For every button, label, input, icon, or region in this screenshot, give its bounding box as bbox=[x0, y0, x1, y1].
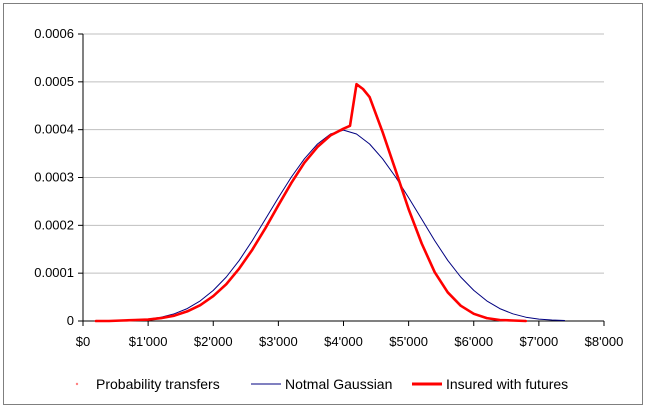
y-tick-label: 0.0001 bbox=[34, 265, 74, 280]
gridlines bbox=[83, 33, 604, 274]
x-tick-label: $3'000 bbox=[259, 334, 298, 349]
legend-key-1 bbox=[75, 382, 79, 386]
y-tick-label: 0.0003 bbox=[34, 170, 74, 185]
x-tick-label: $2'000 bbox=[194, 334, 233, 349]
series-layer bbox=[94, 82, 565, 323]
x-tick-label: $5'000 bbox=[389, 334, 428, 349]
y-tick-label: 0.0004 bbox=[34, 122, 74, 137]
y-tick-label: 0.0005 bbox=[34, 74, 74, 89]
y-tick-label: 0.0006 bbox=[34, 26, 74, 41]
y-tick-label: 0 bbox=[67, 313, 74, 328]
chart-frame bbox=[3, 3, 643, 405]
legend: Probability transfers Notmal Gaussian Insu… bbox=[75, 376, 568, 392]
legend-label-3: Insured with futures bbox=[446, 376, 568, 392]
x-tick-label: $1'000 bbox=[129, 334, 168, 349]
x-tick-label: $7'000 bbox=[520, 334, 559, 349]
series-line-3 bbox=[94, 82, 528, 323]
legend-label-1: Probability transfers bbox=[96, 376, 220, 392]
x-tick-label: $6'000 bbox=[454, 334, 493, 349]
x-tick-label: $4'000 bbox=[324, 334, 363, 349]
legend-label-2: Notmal Gaussian bbox=[285, 376, 392, 392]
x-tick-label: $8'000 bbox=[585, 334, 624, 349]
x-tick-label: $0 bbox=[76, 334, 90, 349]
y-tick-label: 0.0002 bbox=[34, 217, 74, 232]
axes: 0 0.0001 0.0002 0.0003 0.0004 0.0005 0.0006 $0 $… bbox=[34, 26, 623, 349]
